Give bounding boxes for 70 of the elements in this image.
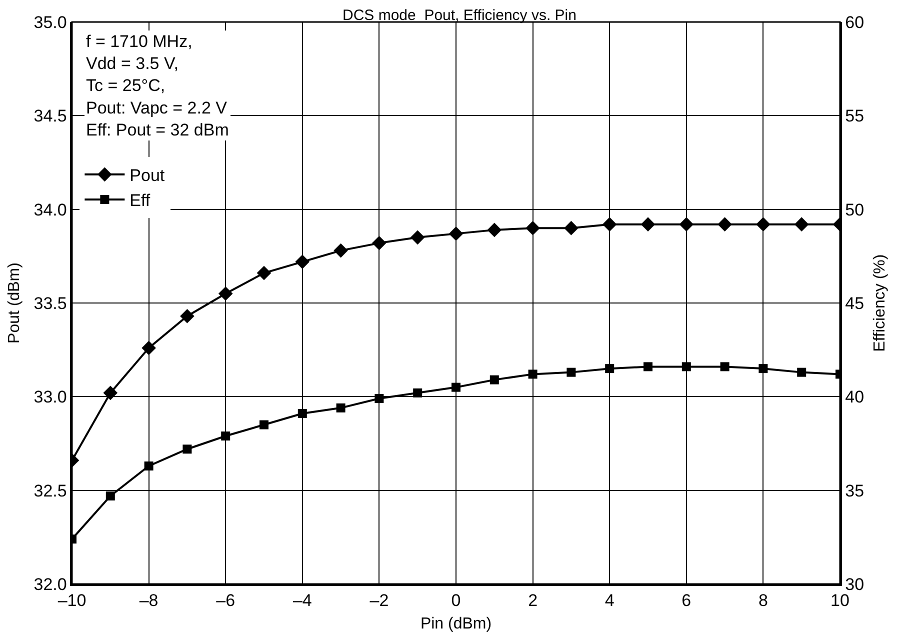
point (413, 388, 422, 398)
legend-label: Eff (130, 191, 150, 210)
point (526, 220, 540, 236)
y2-tick-label: 50 (845, 200, 864, 220)
point (758, 364, 768, 374)
point (566, 368, 576, 377)
point (372, 236, 386, 250)
y-tick-label: 34.0 (34, 200, 67, 220)
y2-tick-label: 55 (845, 106, 864, 126)
point (644, 362, 652, 372)
point (295, 254, 310, 269)
point (452, 382, 460, 392)
point (718, 217, 732, 232)
point (336, 403, 346, 412)
point (144, 461, 154, 470)
x-tick-label: –8 (139, 591, 158, 610)
point (797, 368, 806, 377)
x-axis-title: Pin (dBm) (420, 615, 492, 632)
annotation: f = 1710 MHz, Vdd = 3.5 V, Tc = 25°C, Pout: Vapc = 2.2 V Eff: Pout = 32 dBm (86, 32, 229, 140)
y2-tick-label: 60 (845, 12, 864, 32)
point (602, 217, 617, 232)
point (410, 230, 425, 245)
x-tick-label: –4 (292, 591, 312, 610)
y-tick-label: 35.0 (34, 12, 67, 32)
chart-title: DCS mode Pout, Efficiency vs. Pin (342, 7, 576, 24)
point (640, 217, 656, 232)
point (256, 266, 272, 280)
x-tick-label: 2 (528, 591, 538, 610)
x-tick-label: –6 (216, 591, 236, 610)
y2-tick-label: 45 (845, 294, 864, 313)
x-tick-label: –10 (58, 591, 86, 610)
y-tick-label: 34.5 (34, 106, 67, 126)
point (756, 217, 770, 232)
y2-axis-title: Efficiency (%) (871, 254, 888, 352)
point (182, 444, 192, 454)
y2-tick-label: 40 (845, 388, 864, 407)
point (794, 217, 809, 232)
point (298, 409, 307, 418)
x-tick-label: 4 (604, 591, 614, 610)
y-tick-label: 33.0 (34, 388, 67, 407)
point (103, 386, 118, 400)
x-tick-label: 8 (758, 591, 768, 610)
point (564, 220, 578, 236)
point (487, 222, 502, 238)
point (142, 340, 156, 356)
y-tick-label: 33.5 (34, 294, 67, 313)
point (679, 217, 694, 232)
point (334, 243, 348, 258)
x-tick-label: 6 (682, 591, 692, 610)
point (448, 226, 464, 241)
point (682, 362, 691, 372)
point (260, 420, 268, 430)
point (218, 286, 233, 301)
y2-tick-label: 35 (845, 481, 864, 500)
point (490, 375, 499, 384)
point (605, 364, 614, 374)
x-tick-label: 10 (830, 591, 850, 610)
y2-tick-label: 30 (845, 574, 864, 594)
point (528, 370, 538, 379)
y-axis-title: Pout (dBm) (6, 262, 24, 344)
y-tick-label: 32.5 (34, 481, 67, 500)
x-tick-label: –2 (370, 591, 389, 610)
point (221, 432, 230, 441)
x-tick-label: 0 (451, 591, 461, 610)
point (720, 362, 730, 372)
point (374, 394, 384, 404)
point (180, 308, 194, 324)
y-tick-label: 32.0 (34, 574, 67, 594)
point (106, 491, 115, 500)
legend-label: Pout (130, 166, 165, 186)
